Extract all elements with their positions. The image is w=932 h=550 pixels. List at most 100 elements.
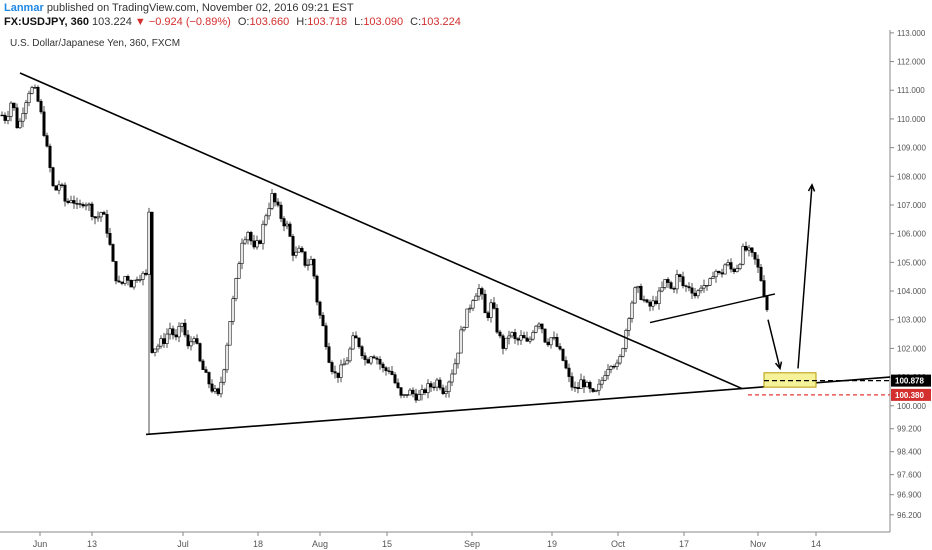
arrow-head xyxy=(774,361,783,371)
candle xyxy=(615,359,619,370)
candle xyxy=(324,322,328,350)
candle-body xyxy=(99,212,103,218)
candle xyxy=(27,90,31,107)
candle-body xyxy=(90,203,94,217)
candle xyxy=(276,198,280,208)
candle xyxy=(327,342,331,364)
candle xyxy=(330,360,334,375)
candle xyxy=(114,261,118,285)
candle xyxy=(228,321,232,346)
candle xyxy=(384,366,388,376)
candle xyxy=(435,377,439,392)
candle-body xyxy=(69,200,73,203)
price-axis[interactable]: 113.000 112.000 111.000 110.000 109.000 108.0… xyxy=(889,29,926,532)
candle xyxy=(732,267,736,275)
candle-body xyxy=(399,387,403,396)
candle-body xyxy=(36,86,40,102)
candle xyxy=(573,381,577,393)
candle-body xyxy=(210,383,214,392)
price-tick-label: 113.000 xyxy=(897,29,926,38)
candle xyxy=(111,243,115,262)
candle-body xyxy=(333,371,337,374)
candle xyxy=(453,358,457,375)
candle xyxy=(243,236,247,245)
candle xyxy=(492,297,496,310)
candle xyxy=(444,385,448,398)
candle xyxy=(621,347,625,358)
candle-body xyxy=(345,360,349,365)
candle-body xyxy=(387,370,391,372)
arrow-head xyxy=(807,183,816,192)
candle-body xyxy=(279,204,283,219)
candle-body xyxy=(426,383,430,394)
candle xyxy=(0,111,4,117)
small-trendline xyxy=(649,293,776,324)
candle-body xyxy=(690,287,694,294)
plot-area[interactable] xyxy=(0,30,890,532)
candle xyxy=(393,371,397,385)
candle-body xyxy=(765,296,769,311)
candle-body xyxy=(585,381,589,388)
candle-body xyxy=(504,337,508,349)
drawings[interactable] xyxy=(19,72,891,436)
price-badge-bg xyxy=(891,374,931,387)
upper-trendline xyxy=(19,72,743,390)
price-badge: 100.878 xyxy=(891,374,931,387)
candle xyxy=(606,364,610,380)
candle-body xyxy=(267,208,271,217)
time-tick-label: 15 xyxy=(382,539,392,549)
author-link[interactable]: Lanmar xyxy=(4,2,44,14)
candle xyxy=(501,333,505,355)
candle xyxy=(108,227,112,246)
last-price: 103.224 xyxy=(92,16,132,28)
candle xyxy=(69,195,73,204)
candle xyxy=(597,379,601,396)
candle xyxy=(129,279,133,288)
candle xyxy=(441,384,445,396)
candle-body xyxy=(339,364,343,378)
candle-body xyxy=(105,214,109,234)
candle xyxy=(540,323,544,334)
candle-body xyxy=(573,386,577,389)
price-tick-label: 103.000 xyxy=(897,316,926,325)
time-axis[interactable]: Jun 13 Jul 18 Aug 15 Sep 19 Oct 17 Nov 14 xyxy=(0,531,890,549)
candle xyxy=(516,336,520,346)
candle-body xyxy=(330,362,334,372)
candle xyxy=(717,270,721,275)
candle-body xyxy=(549,337,553,346)
candle xyxy=(201,358,205,370)
candle-body xyxy=(720,272,724,275)
candle xyxy=(474,292,478,301)
candle xyxy=(42,106,46,138)
candle-body xyxy=(558,346,562,350)
candle xyxy=(153,348,157,357)
candle xyxy=(225,342,229,374)
candle xyxy=(90,201,94,221)
candle xyxy=(507,330,511,345)
candle xyxy=(375,356,379,365)
symbol-label[interactable]: FX:USDJPY, 360 xyxy=(4,16,89,28)
candle-body xyxy=(363,355,367,360)
candle-body xyxy=(411,389,415,395)
candle xyxy=(753,252,757,265)
candle xyxy=(693,287,697,299)
candle-body xyxy=(6,116,10,121)
candle-body xyxy=(612,366,616,368)
candle xyxy=(750,247,754,257)
candle-body xyxy=(660,287,664,292)
candle xyxy=(477,284,481,301)
candle-body xyxy=(696,290,700,297)
candle xyxy=(654,296,658,306)
candle-body xyxy=(693,292,697,297)
candle xyxy=(765,295,769,312)
candle-body xyxy=(630,302,634,319)
candle-body xyxy=(543,328,547,343)
candle xyxy=(387,366,391,375)
candle xyxy=(729,258,733,273)
candle-body xyxy=(159,338,163,347)
candle-body xyxy=(45,135,49,147)
candle-body xyxy=(528,338,532,342)
time-tick-label: Nov xyxy=(750,539,767,549)
candle-body xyxy=(513,332,517,340)
